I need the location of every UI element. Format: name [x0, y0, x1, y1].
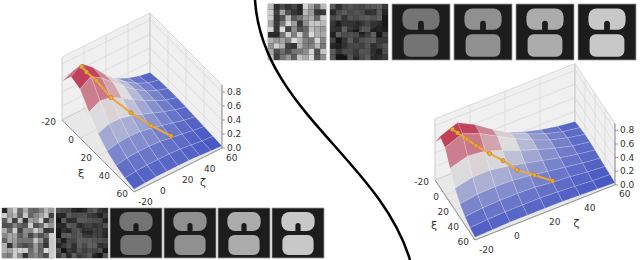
svg-text:ζ: ζ [200, 176, 206, 189]
svg-text:ζ: ζ [574, 217, 580, 230]
svg-text:60: 60 [458, 237, 470, 247]
svg-text:-20: -20 [479, 245, 494, 255]
svg-text:ξ: ξ [431, 219, 437, 232]
svg-text:20: 20 [182, 175, 194, 185]
svg-text:20: 20 [549, 217, 561, 227]
svg-text:0.8: 0.8 [227, 87, 242, 97]
svg-text:0: 0 [160, 186, 166, 196]
svg-text:0.2: 0.2 [227, 129, 241, 139]
svg-text:60: 60 [619, 189, 631, 199]
svg-text:20: 20 [81, 153, 93, 163]
svg-text:60: 60 [226, 153, 238, 163]
svg-text:20: 20 [438, 207, 450, 217]
svg-text:40: 40 [204, 164, 216, 174]
svg-text:-20: -20 [138, 197, 153, 207]
svg-text:40: 40 [448, 222, 460, 232]
svg-text:ξ: ξ [78, 167, 84, 180]
svg-text:60: 60 [117, 189, 129, 199]
svg-text:0.8: 0.8 [620, 125, 635, 135]
svg-text:0: 0 [68, 135, 74, 145]
svg-text:0.4: 0.4 [620, 153, 635, 163]
svg-text:40: 40 [584, 203, 596, 213]
svg-text:0: 0 [514, 231, 520, 241]
svg-text:-20: -20 [414, 177, 429, 187]
svg-text:0.0: 0.0 [227, 143, 242, 153]
svg-text:0.2: 0.2 [620, 166, 634, 176]
svg-text:0: 0 [433, 192, 439, 202]
svg-text:0.6: 0.6 [620, 139, 635, 149]
svg-text:0.6: 0.6 [227, 101, 242, 111]
svg-text:0.0: 0.0 [620, 180, 635, 190]
svg-text:0.4: 0.4 [227, 115, 242, 125]
svg-text:40: 40 [99, 171, 111, 181]
svg-text:-20: -20 [41, 117, 56, 127]
